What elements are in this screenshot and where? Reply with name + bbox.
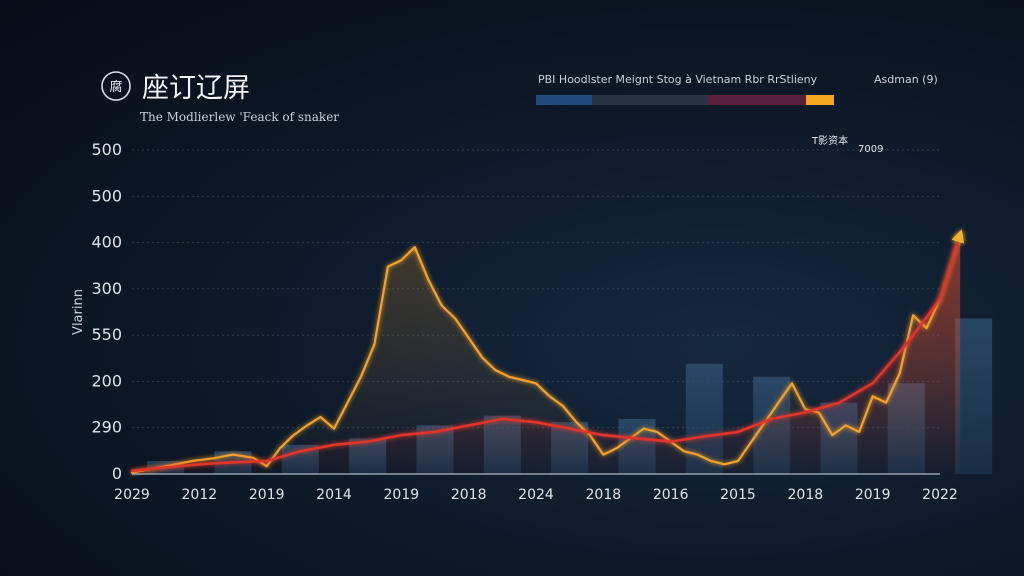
area-fill	[132, 234, 961, 474]
y-tick-label: 0	[112, 464, 122, 483]
series-line	[130, 229, 965, 473]
legend-title: PBI Hoodlster Meignt Stog à Vietnam Rbr …	[538, 73, 818, 86]
y-tick-labels: 0 290 200 550 300 400 500 500	[91, 140, 122, 483]
y-tick-label: 200	[91, 371, 122, 390]
x-tick-label: 2018	[451, 487, 487, 503]
x-tick-label: 2018	[586, 487, 622, 503]
x-tick-label: 2015	[720, 487, 756, 503]
x-tick-label: 2012	[182, 487, 218, 503]
logo-text: 腐	[109, 80, 122, 95]
x-tick-label: 2024	[518, 487, 554, 503]
x-tick-label: 2016	[653, 487, 689, 503]
bar	[955, 318, 993, 474]
x-tick-label: 2019	[855, 487, 891, 503]
legend: PBI Hoodlster Meignt Stog à Vietnam Rbr …	[536, 73, 938, 105]
series-area	[132, 234, 961, 474]
x-tick-label: 2022	[922, 487, 958, 503]
x-tick-label: 2014	[316, 487, 352, 503]
annotation-value: 7009	[858, 144, 883, 155]
y-tick-label: 500	[91, 140, 122, 159]
y-tick-label: 400	[91, 233, 122, 252]
y-tick-label: 300	[91, 279, 122, 298]
logo-icon	[101, 71, 131, 101]
y-axis-label: Vlarinn	[71, 289, 86, 335]
x-tick-label: 2029	[114, 487, 150, 503]
annotation-label: T影资本	[811, 134, 848, 147]
x-tick-label: 2018	[788, 487, 824, 503]
legend-swatch-2	[592, 95, 708, 105]
annotation: T影资本 7009	[811, 134, 883, 155]
legend-swatch-3	[708, 95, 806, 105]
y-tick-label: 290	[91, 418, 122, 437]
y-tick-label: 500	[91, 186, 122, 205]
chart-subtitle: The Modlierlew 'Feack of snaker	[140, 110, 339, 124]
legend-swatch-4	[806, 95, 834, 105]
legend-side-label: Asdman (9)	[874, 73, 938, 86]
legend-swatch-1	[536, 95, 592, 105]
y-tick-label: 550	[91, 325, 122, 344]
series-line	[130, 233, 962, 474]
lines	[130, 229, 965, 474]
x-tick-label: 2019	[384, 487, 420, 503]
x-tick-label: 2019	[249, 487, 285, 503]
chart-title: 座订辽屏	[142, 73, 250, 104]
header: 腐 座订辽屏 The Modlierlew 'Feack of snaker	[101, 71, 339, 124]
x-tick-labels: 2029 2012 2019 2014 2019 2018 2024 2018 2016 2015…	[114, 487, 958, 503]
